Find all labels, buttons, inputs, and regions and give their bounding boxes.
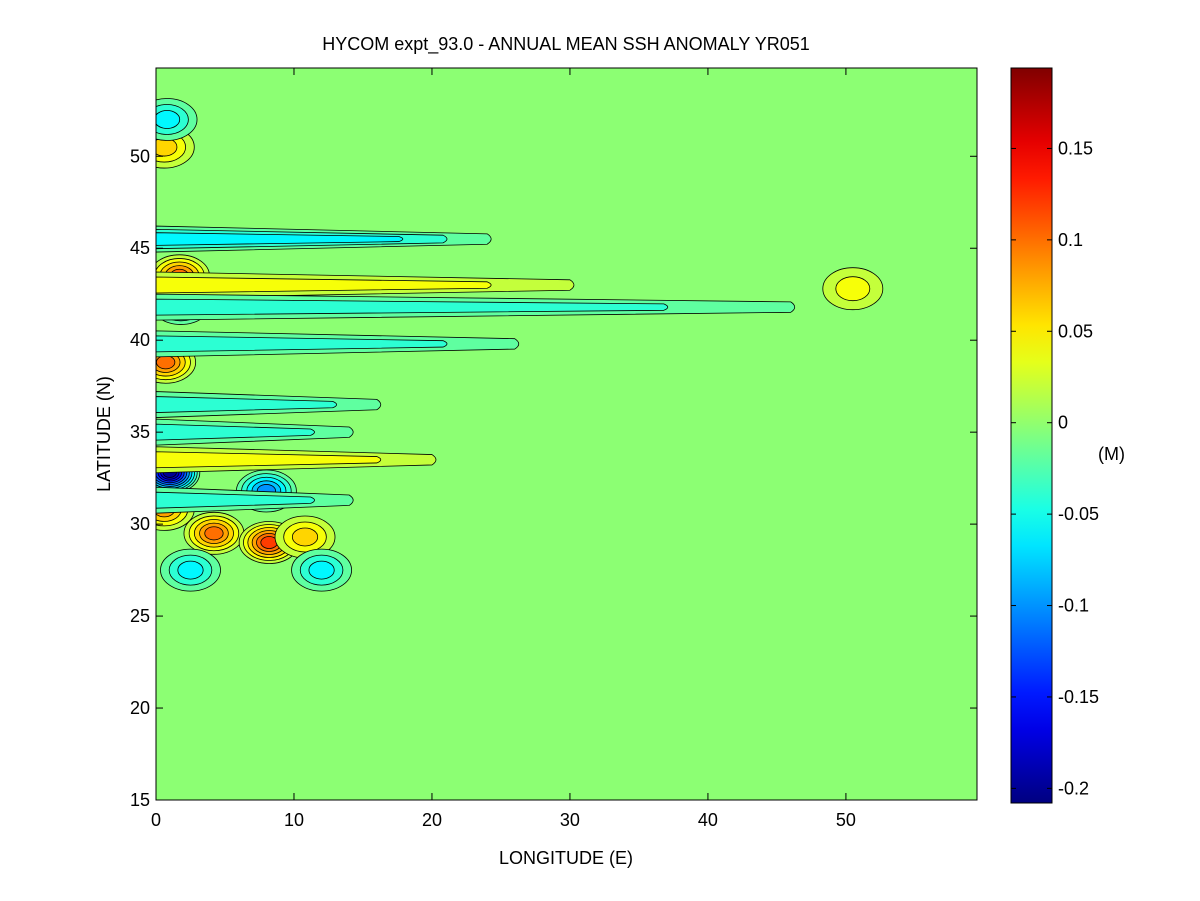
y-tick-label: 35 [130,422,150,442]
ssh-band [156,225,492,253]
ssh-band-contour [156,423,315,441]
y-tick-label: 40 [130,330,150,350]
colorbar-label: (M) [1098,444,1125,464]
ssh-eddy [160,548,221,592]
chart-title: HYCOM expt_93.0 - ANNUAL MEAN SSH ANOMAL… [322,34,810,55]
ssh-band-contour [156,276,492,294]
plot-frame [155,67,978,801]
ssh-band-contour [156,335,448,353]
ssh-band-contour [156,491,315,509]
y-tick-label: 20 [130,698,150,718]
x-tick-label: 50 [836,810,856,830]
colorbar-tick-label: 0.1 [1058,230,1083,250]
ssh-band [156,271,575,299]
colorbar-frame [1010,67,1053,804]
colorbar-tick-label: -0.1 [1058,596,1089,616]
ssh-eddy [291,548,352,592]
y-tick-label: 15 [130,790,150,810]
ssh-eddy [156,98,198,141]
ssh-band-contour [156,396,337,413]
colorbar-tick-label: 0.05 [1058,321,1093,341]
ssh-eddy-contour [204,526,224,541]
x-tick-label: 40 [698,810,718,830]
colorbar-ticks: -0.2 -0.15 -0.1 -0.05 0 0.05 0.1 0.15 [1011,138,1099,798]
ssh-band-contour [156,451,382,469]
x-axis-label: LONGITUDE (E) [499,848,633,868]
x-tick-label: 30 [560,810,580,830]
ssh-band-contour [156,232,404,246]
ssh-eddy [822,267,884,311]
colorbar-tick-label: 0.15 [1058,138,1093,158]
y-axis-label: LATITUDE (N) [94,376,114,492]
ssh-band [156,446,437,474]
ssh-eddy-contour [308,560,335,580]
ssh-eddy-contour [156,355,176,370]
ssh-band [156,418,354,446]
y-tick-label: 50 [130,146,150,166]
y-tick-label: 25 [130,606,150,626]
colorbar-tick-label: 0 [1058,413,1068,433]
ssh-band [156,391,382,418]
ssh-band [156,293,796,321]
colorbar: -0.2 -0.15 -0.1 -0.05 0 0.05 0.1 0.15 (M) [1010,67,1125,804]
x-tick-label: 0 [151,810,161,830]
x-tick-label: 20 [422,810,442,830]
ssh-eddy-contour [177,560,204,580]
ssh-eddy-contour [835,276,871,302]
y-tick-label: 30 [130,514,150,534]
colorbar-tick-label: -0.05 [1058,504,1099,524]
colorbar-tick-label: -0.15 [1058,687,1099,707]
ssh-field [156,98,884,592]
ssh-eddy [183,511,245,555]
ssh-band-contour [156,298,669,316]
plot-area [156,68,977,800]
ssh-band [156,330,520,358]
y-axis: 15 20 25 30 35 40 45 50 [130,146,977,810]
colorbar-tick-label: -0.2 [1058,778,1089,798]
y-tick-label: 45 [130,238,150,258]
ssh-eddy-contour [156,110,181,129]
x-tick-label: 10 [284,810,304,830]
ssh-eddy-contour [291,527,319,547]
ssh-eddy [274,515,336,559]
colorbar-gradient [1011,68,1052,803]
x-axis: 0 10 20 30 40 50 [151,68,856,830]
ssh-band [156,486,354,514]
